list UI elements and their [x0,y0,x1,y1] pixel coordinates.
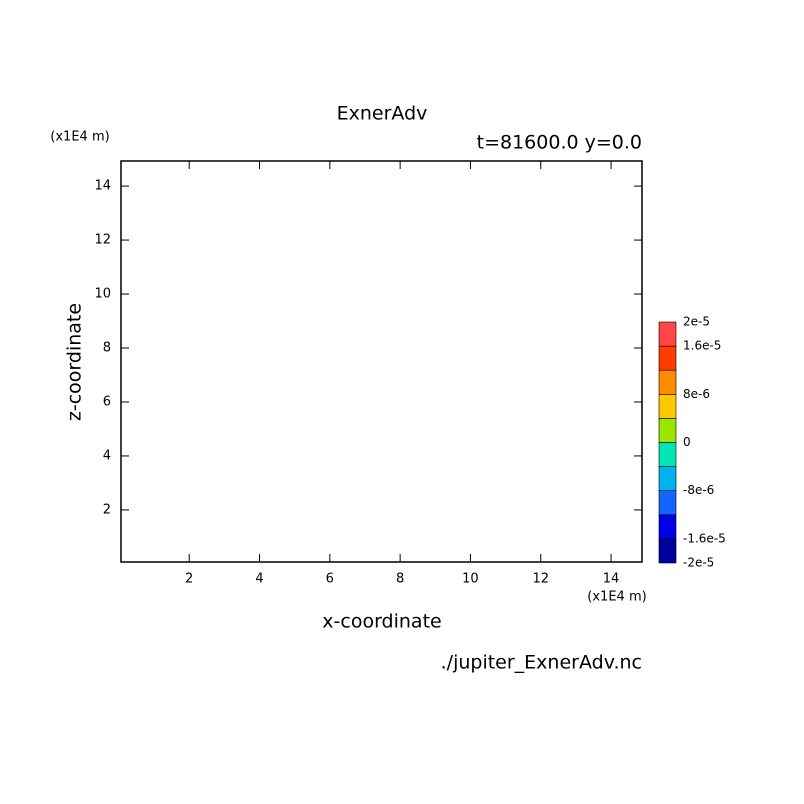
colorbar-box [658,466,677,492]
y-tick-label: 4 [103,448,111,463]
colorbar-box [658,514,677,540]
colorbar-box [658,490,677,516]
y-tick-label: 2 [103,502,111,517]
y-tick-label: 8 [103,341,111,356]
colorbar-box [658,345,677,371]
colorbar-box [658,321,677,347]
x-tick-label: 8 [396,572,404,587]
colorbar-label: 8e-6 [683,387,710,401]
x-tick-label: 14 [603,572,620,587]
y-tick-label: 12 [94,233,111,248]
chart-subtitle: t=81600.0 y=0.0 [477,132,642,154]
colorbar-box [658,442,677,467]
colorbar-label: 1.6e-5 [683,339,721,353]
y-axis-label: z-coordinate [64,303,86,421]
colorbar-label: 0 [683,435,691,449]
colorbar-box [658,418,677,443]
colorbar-box [658,538,677,564]
source-label: ./jupiter_ExnerAdv.nc [441,652,642,674]
x-tick-label: 10 [462,572,479,587]
x-axis-label: x-coordinate [322,611,441,633]
colorbar-label: -8e-6 [683,483,714,497]
colorbar-box [658,369,677,395]
x-tick-label: 2 [185,572,193,587]
x-tick-label: 6 [326,572,334,587]
x-tick-label: 12 [532,572,549,587]
plot-frame [120,160,643,563]
colorbar-label: 2e-5 [683,315,710,329]
colorbar-label: -1.6e-5 [683,531,726,545]
colorbar-label: -2e-5 [683,556,714,570]
y-unit: (x1E4 m) [50,130,109,145]
x-unit: (x1E4 m) [587,590,646,605]
y-tick-label: 6 [103,394,111,409]
y-tick-label: 10 [94,287,111,302]
chart-title: ExnerAdv [337,103,428,125]
colorbar-box [658,393,677,419]
x-tick-label: 4 [255,572,263,587]
y-tick-label: 14 [94,179,111,194]
